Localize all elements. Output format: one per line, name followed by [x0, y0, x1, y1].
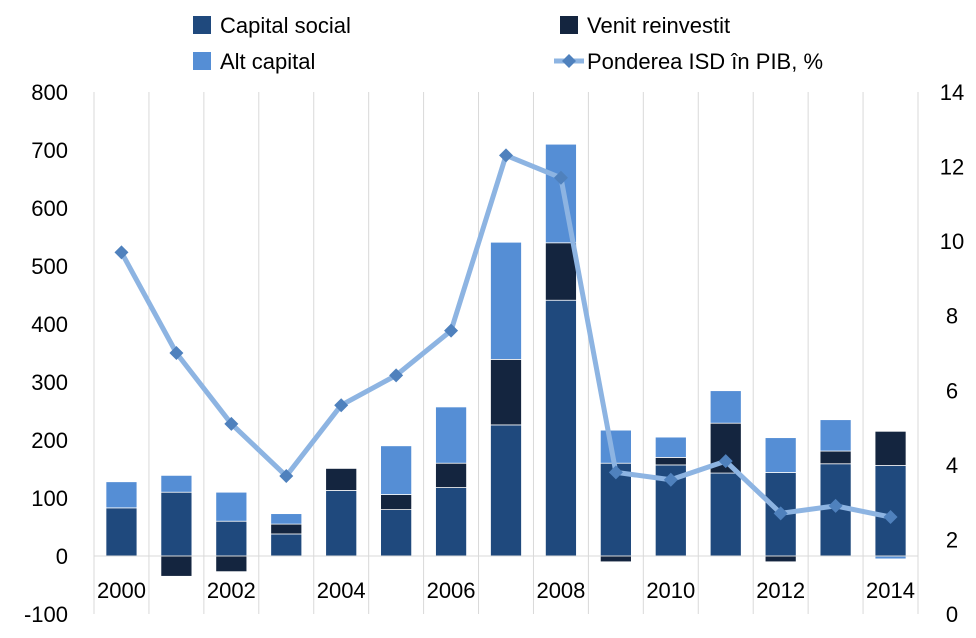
bar-capital-social-2000: [105, 507, 138, 557]
legend-label-alt-capital: Alt capital: [220, 49, 315, 74]
left-tick-label: 0: [56, 544, 68, 569]
bar-alt-capital-2003: [270, 513, 303, 525]
point-2006: [444, 323, 459, 338]
bar-venit-reinvestit-2009: [599, 555, 632, 563]
bar-venit-reinvestit-2006: [435, 462, 467, 488]
x-tick-label-2000: 2000: [97, 578, 146, 603]
bar-alt-capital-2000: [105, 481, 138, 509]
bar-capital-social-2007: [490, 424, 522, 557]
left-tick-label: 400: [31, 312, 68, 337]
bar-capital-social-2011: [709, 472, 742, 557]
bar-venit-reinvestit-2004: [325, 468, 358, 491]
point-2002: [224, 416, 239, 431]
legend: Capital social Venit reinvestit Alt capita…: [193, 13, 823, 74]
right-tick-label: 8: [946, 304, 958, 329]
legend-marker-ponderea-isd-n-pib: [562, 54, 576, 68]
bar-alt-capital-2012: [764, 437, 797, 473]
point-2011: [718, 454, 733, 469]
right-tick-label: 14: [940, 80, 964, 105]
legend-label-capital-social: Capital social: [220, 13, 351, 38]
point-2004: [334, 398, 349, 413]
bars: [105, 143, 907, 577]
bar-alt-capital-2006: [435, 406, 467, 464]
left-tick-label: 300: [31, 370, 68, 395]
right-tick-label: 0: [946, 602, 958, 627]
bar-alt-capital-2002: [215, 491, 248, 522]
bar-venit-reinvestit-2014: [874, 430, 907, 466]
bar-venit-reinvestit-2007: [490, 359, 522, 426]
left-tick-label: -100: [24, 602, 68, 627]
point-2009: [608, 465, 623, 480]
bar-alt-capital-2011: [709, 390, 742, 424]
left-tick-label: 200: [31, 428, 68, 453]
left-tick-label: 500: [31, 254, 68, 279]
grid-lines: [93, 92, 919, 614]
bar-capital-social-2004: [325, 490, 358, 557]
point-2000: [114, 245, 129, 260]
x-tick-label-2014: 2014: [866, 578, 915, 603]
bar-venit-reinvestit-2003: [270, 523, 303, 535]
point-2013: [828, 498, 843, 513]
bar-capital-social-2003: [270, 533, 303, 557]
point-2012: [773, 506, 788, 521]
bar-venit-reinvestit-2005: [380, 494, 413, 510]
legend-swatch-capital-social: [193, 16, 211, 34]
left-tick-label: 100: [31, 486, 68, 511]
point-2007: [499, 148, 513, 163]
point-2008: [553, 170, 568, 185]
bar-capital-social-2008: [545, 299, 577, 557]
left-tick-label: 600: [31, 196, 68, 221]
right-tick-label: 4: [946, 453, 958, 478]
left-tick-label: 700: [31, 138, 68, 163]
bar-venit-reinvestit-2013: [819, 450, 852, 465]
right-axis-ticks: 0 2 4 6 8 10 12 14: [940, 80, 964, 627]
x-tick-label-2008: 2008: [536, 578, 585, 603]
bar-capital-social-2005: [380, 509, 413, 557]
right-tick-label: 6: [946, 378, 958, 403]
legend-swatch-venit-reinvestit: [560, 16, 578, 34]
x-tick-label-2006: 2006: [427, 578, 476, 603]
point-2005: [389, 368, 404, 383]
bar-venit-reinvestit-2001: [160, 555, 193, 577]
left-axis-ticks: -100 0 100 200 300 400 500 600 700 800: [24, 80, 68, 627]
bar-capital-social-2002: [215, 520, 248, 557]
right-tick-label: 12: [940, 155, 964, 180]
right-tick-label: 2: [946, 527, 958, 552]
bar-alt-capital-2005: [380, 445, 413, 495]
x-tick-label-2012: 2012: [756, 578, 805, 603]
x-tick-label-2002: 2002: [207, 578, 256, 603]
bar-alt-capital-2001: [160, 475, 193, 493]
right-tick-label: 10: [940, 229, 964, 254]
point-2003: [279, 469, 294, 484]
bar-alt-capital-2009: [599, 429, 632, 464]
bar-capital-social-2006: [435, 487, 467, 557]
x-tick-label-2010: 2010: [646, 578, 695, 603]
line-series: [114, 148, 898, 525]
bar-venit-reinvestit-2010: [654, 457, 687, 466]
bar-alt-capital-2010: [654, 436, 687, 458]
bar-alt-capital-2013: [819, 419, 852, 452]
point-2001: [169, 346, 184, 360]
bar-venit-reinvestit-2002: [215, 555, 248, 573]
bar-alt-capital-2007: [490, 241, 522, 360]
bar-capital-social-2001: [160, 491, 193, 557]
x-axis-ticks: 2000 2002 2004 2006 2008 2010 2012 2014: [97, 578, 915, 603]
legend-label-ponderea-isd-n-pib: Ponderea ISD în PIB, %: [587, 49, 823, 74]
point-2010: [663, 472, 678, 487]
legend-swatch-alt-capital: [193, 52, 211, 70]
point-2014: [883, 510, 898, 525]
bar-venit-reinvestit-2008: [545, 242, 577, 301]
bar-venit-reinvestit-2012: [764, 555, 797, 563]
left-tick-label: 800: [31, 80, 68, 105]
legend-label-venit-reinvestit: Venit reinvestit: [587, 13, 730, 38]
x-tick-label-2004: 2004: [317, 578, 366, 603]
